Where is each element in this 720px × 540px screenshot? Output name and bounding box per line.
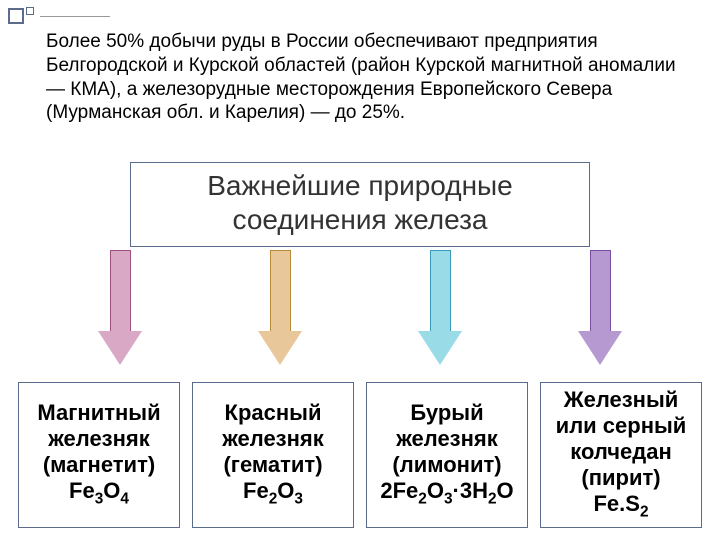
- arrow-head: [98, 331, 142, 365]
- compound-line: железняк: [199, 426, 347, 452]
- compound-magnetite: Магнитныйжелезняк(магнетит)Fe3O4: [18, 382, 180, 528]
- corner-line: [40, 16, 110, 17]
- arrow-head: [258, 331, 302, 365]
- corner-square-large: [8, 8, 24, 24]
- arrow-head: [578, 331, 622, 365]
- compound-line: или серный: [547, 413, 695, 439]
- arrows-row: [0, 250, 720, 365]
- arrow-shaft: [270, 250, 291, 332]
- compound-formula: Fe2O3: [199, 478, 347, 509]
- corner-square-small: [26, 7, 34, 15]
- compound-hematite: Красныйжелезняк(гематит)Fe2O3: [192, 382, 354, 528]
- compound-formula: Fe.S2: [547, 491, 695, 522]
- arrow-3: [418, 250, 462, 365]
- compound-line: (лимонит): [373, 452, 521, 478]
- compound-line: железняк: [25, 426, 173, 452]
- compound-line: Красный: [199, 400, 347, 426]
- arrow-shaft: [430, 250, 451, 332]
- compound-line: Бурый: [373, 400, 521, 426]
- compound-line: (гематит): [199, 452, 347, 478]
- compound-line: Магнитный: [25, 400, 173, 426]
- arrow-shaft: [590, 250, 611, 332]
- arrow-head: [418, 331, 462, 365]
- compound-line: колчедан: [547, 439, 695, 465]
- compound-formula: 2Fe2O3·3H2O: [373, 478, 521, 509]
- compound-formula: Fe3O4: [25, 478, 173, 509]
- compound-line: (пирит): [547, 465, 695, 491]
- compound-line: (магнетит): [25, 452, 173, 478]
- arrow-1: [98, 250, 142, 365]
- compounds-row: Магнитныйжелезняк(магнетит)Fe3O4 Красный…: [18, 382, 702, 528]
- compound-limonite: Бурыйжелезняк(лимонит)2Fe2O3·3H2O: [366, 382, 528, 528]
- diagram-header: Важнейшие природные соединения железа: [130, 162, 590, 247]
- compound-line: железняк: [373, 426, 521, 452]
- intro-paragraph: Более 50% добычи руды в России обеспечив…: [46, 30, 690, 125]
- compound-pyrite: Железныйили серныйколчедан(пирит)Fe.S2: [540, 382, 702, 528]
- arrow-shaft: [110, 250, 131, 332]
- compound-line: Железный: [547, 387, 695, 413]
- arrow-2: [258, 250, 302, 365]
- corner-decoration: [8, 8, 110, 24]
- arrow-4: [578, 250, 622, 365]
